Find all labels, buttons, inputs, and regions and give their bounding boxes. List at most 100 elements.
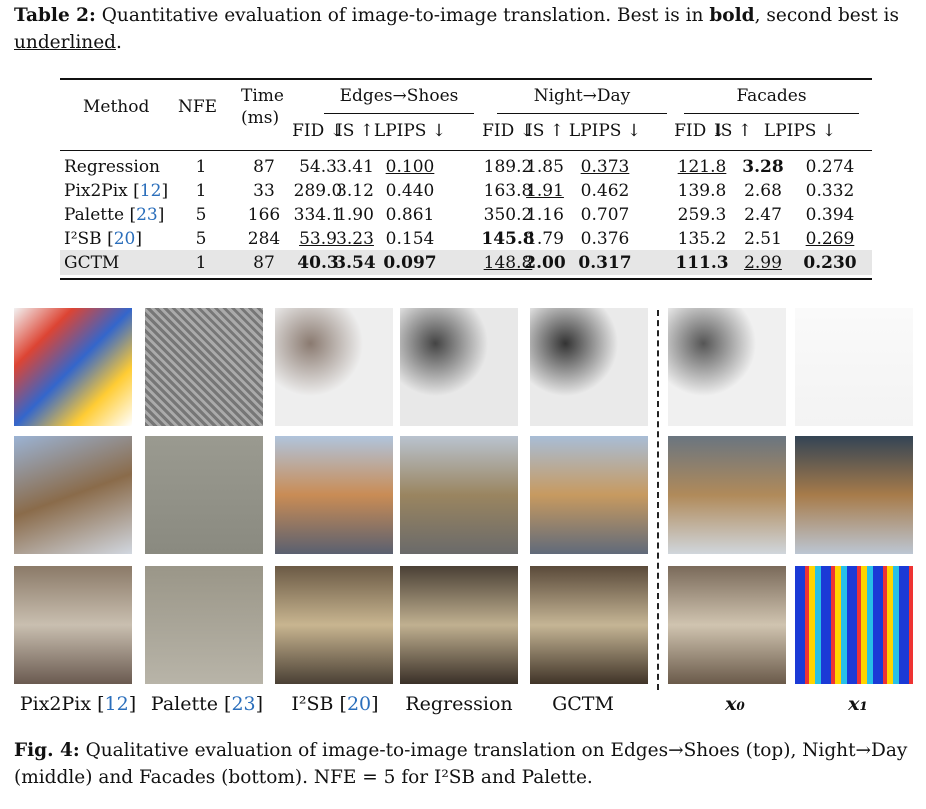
table-cell-nfe: 5 (195, 229, 207, 249)
figure-separator (657, 310, 659, 690)
table-cell-metric: 40.3 (297, 253, 339, 273)
table-cell-metric: 135.2 (677, 229, 727, 249)
figure-panel-edges-shoes-0 (14, 308, 132, 426)
table-cell-metric: 259.3 (677, 205, 727, 225)
group-rule-night (497, 113, 667, 114)
figure-panel-night-day-0 (14, 436, 132, 554)
figure-panel-edges-shoes-3 (400, 308, 518, 426)
table-row-method: Regression (64, 157, 160, 177)
table-cell-metric: 121.8 (677, 157, 727, 177)
metric-header: FID ↓ (674, 121, 726, 141)
table-cell-metric: 139.8 (677, 181, 727, 201)
table-caption-underline-word: underlined (14, 32, 117, 53)
citation-link[interactable]: 12 (104, 693, 129, 715)
table-cell-metric: 2.51 (744, 229, 782, 249)
table-cell-metric: 0.317 (578, 253, 632, 273)
table-cell-metric: 0.274 (805, 157, 855, 177)
metric-header: LPIPS ↓ (568, 121, 642, 141)
table-top-rule (60, 78, 872, 80)
table-cell-metric: 163.8 (483, 181, 533, 201)
table-cell-metric: 0.332 (805, 181, 855, 201)
citation-link[interactable]: 20 (113, 229, 136, 249)
figure-panel-edges-shoes-5 (668, 308, 786, 426)
table-cell-nfe: 1 (195, 157, 207, 177)
figure-column-label: x₀ (725, 693, 745, 715)
citation-link[interactable]: 23 (136, 205, 158, 225)
table-caption-prefix: Table 2: (14, 5, 96, 26)
figure-panel-edges-shoes-2 (275, 308, 393, 426)
figure-panel-night-day-1 (145, 436, 263, 554)
table-cell-metric: 0.394 (805, 205, 855, 225)
table-cell-metric: 1.79 (526, 229, 564, 249)
table-caption-text: , second best is (754, 5, 899, 26)
table-bottom-rule (60, 278, 872, 280)
metric-header: LPIPS ↓ (373, 121, 447, 141)
header-group-edges-shoes: Edges→Shoes (339, 86, 459, 106)
group-rule-edges (324, 113, 474, 114)
table-caption-text: Quantitative evaluation of image-to-imag… (95, 5, 710, 26)
figure-panel-edges-shoes-4 (530, 308, 648, 426)
table-cell-time: 284 (247, 229, 281, 249)
table-cell-metric: 0.462 (580, 181, 630, 201)
table-cell-metric: 2.47 (744, 205, 782, 225)
figure-caption-prefix: Fig. 4: (14, 740, 80, 761)
figure-panel-facades-3 (400, 566, 518, 684)
figure-panel-night-day-2 (275, 436, 393, 554)
figure-caption-text: Qualitative evaluation of image-to-image… (14, 740, 908, 788)
table-cell-nfe: 1 (195, 181, 207, 201)
citation-link[interactable]: 20 (346, 693, 372, 715)
table-cell-metric: 54.3 (299, 157, 337, 177)
table-cell-time: 87 (253, 157, 275, 177)
table-cell-time: 33 (253, 181, 275, 201)
table-cell-metric: 1.16 (526, 205, 564, 225)
table-header-rule (60, 150, 872, 151)
metric-header: FID ↓ (292, 121, 344, 141)
group-rule-facades (684, 113, 859, 114)
table-cell-metric: 334.1 (293, 205, 343, 225)
table-cell-metric: 1.91 (526, 181, 564, 201)
table-row-method: GCTM (64, 253, 120, 273)
figure-panel-facades-5 (668, 566, 786, 684)
figure-panel-facades-0 (14, 566, 132, 684)
table-cell-time: 87 (253, 253, 275, 273)
table-cell-nfe: 1 (195, 253, 207, 273)
table-cell-metric: 53.9 (299, 229, 337, 249)
metric-header: IS ↑ (335, 121, 374, 141)
table-caption-bold-word: bold (709, 5, 755, 26)
table-cell-metric: 3.41 (336, 157, 374, 177)
metric-header: FID ↓ (482, 121, 534, 141)
table-cell-metric: 0.440 (385, 181, 435, 201)
citation-link[interactable]: 23 (231, 693, 256, 715)
header-nfe: NFE (178, 97, 218, 117)
table-cell-metric: 1.85 (526, 157, 564, 177)
table-cell-metric: 148.8 (483, 253, 533, 273)
figure-panel-facades-1 (145, 566, 263, 684)
table-cell-metric: 3.12 (336, 181, 374, 201)
table-cell-nfe: 5 (195, 205, 207, 225)
figure-caption: Fig. 4: Qualitative evaluation of image-… (14, 737, 914, 791)
table-cell-time: 166 (247, 205, 281, 225)
table-cell-metric: 0.269 (805, 229, 855, 249)
figure-panel-facades-2 (275, 566, 393, 684)
metric-header: IS ↑ (525, 121, 564, 141)
table-cell-metric: 3.23 (336, 229, 374, 249)
table-cell-metric: 189.2 (483, 157, 533, 177)
table-cell-metric: 0.154 (385, 229, 435, 249)
header-group-facades: Facades (736, 86, 807, 106)
table-caption-text: . (116, 32, 122, 53)
table-cell-metric: 111.3 (675, 253, 729, 273)
citation-link[interactable]: 12 (139, 181, 162, 201)
figure-panel-facades-4 (530, 566, 648, 684)
figure-panel-edges-shoes-1 (145, 308, 263, 426)
table-cell-metric: 350.2 (483, 205, 533, 225)
table-cell-metric: 0.230 (803, 253, 857, 273)
figure-panel-night-day-5 (668, 436, 786, 554)
figure-column-label: Palette [23] (150, 693, 264, 715)
table-cell-metric: 2.99 (744, 253, 782, 273)
figure-column-label: Regression (405, 693, 513, 715)
table-cell-metric: 2.68 (744, 181, 782, 201)
figure-panel-facades-6 (795, 566, 913, 684)
table-cell-metric: 0.707 (580, 205, 630, 225)
table-row-method: Pix2Pix [12] (64, 181, 169, 201)
figure-column-label: GCTM (552, 693, 614, 715)
